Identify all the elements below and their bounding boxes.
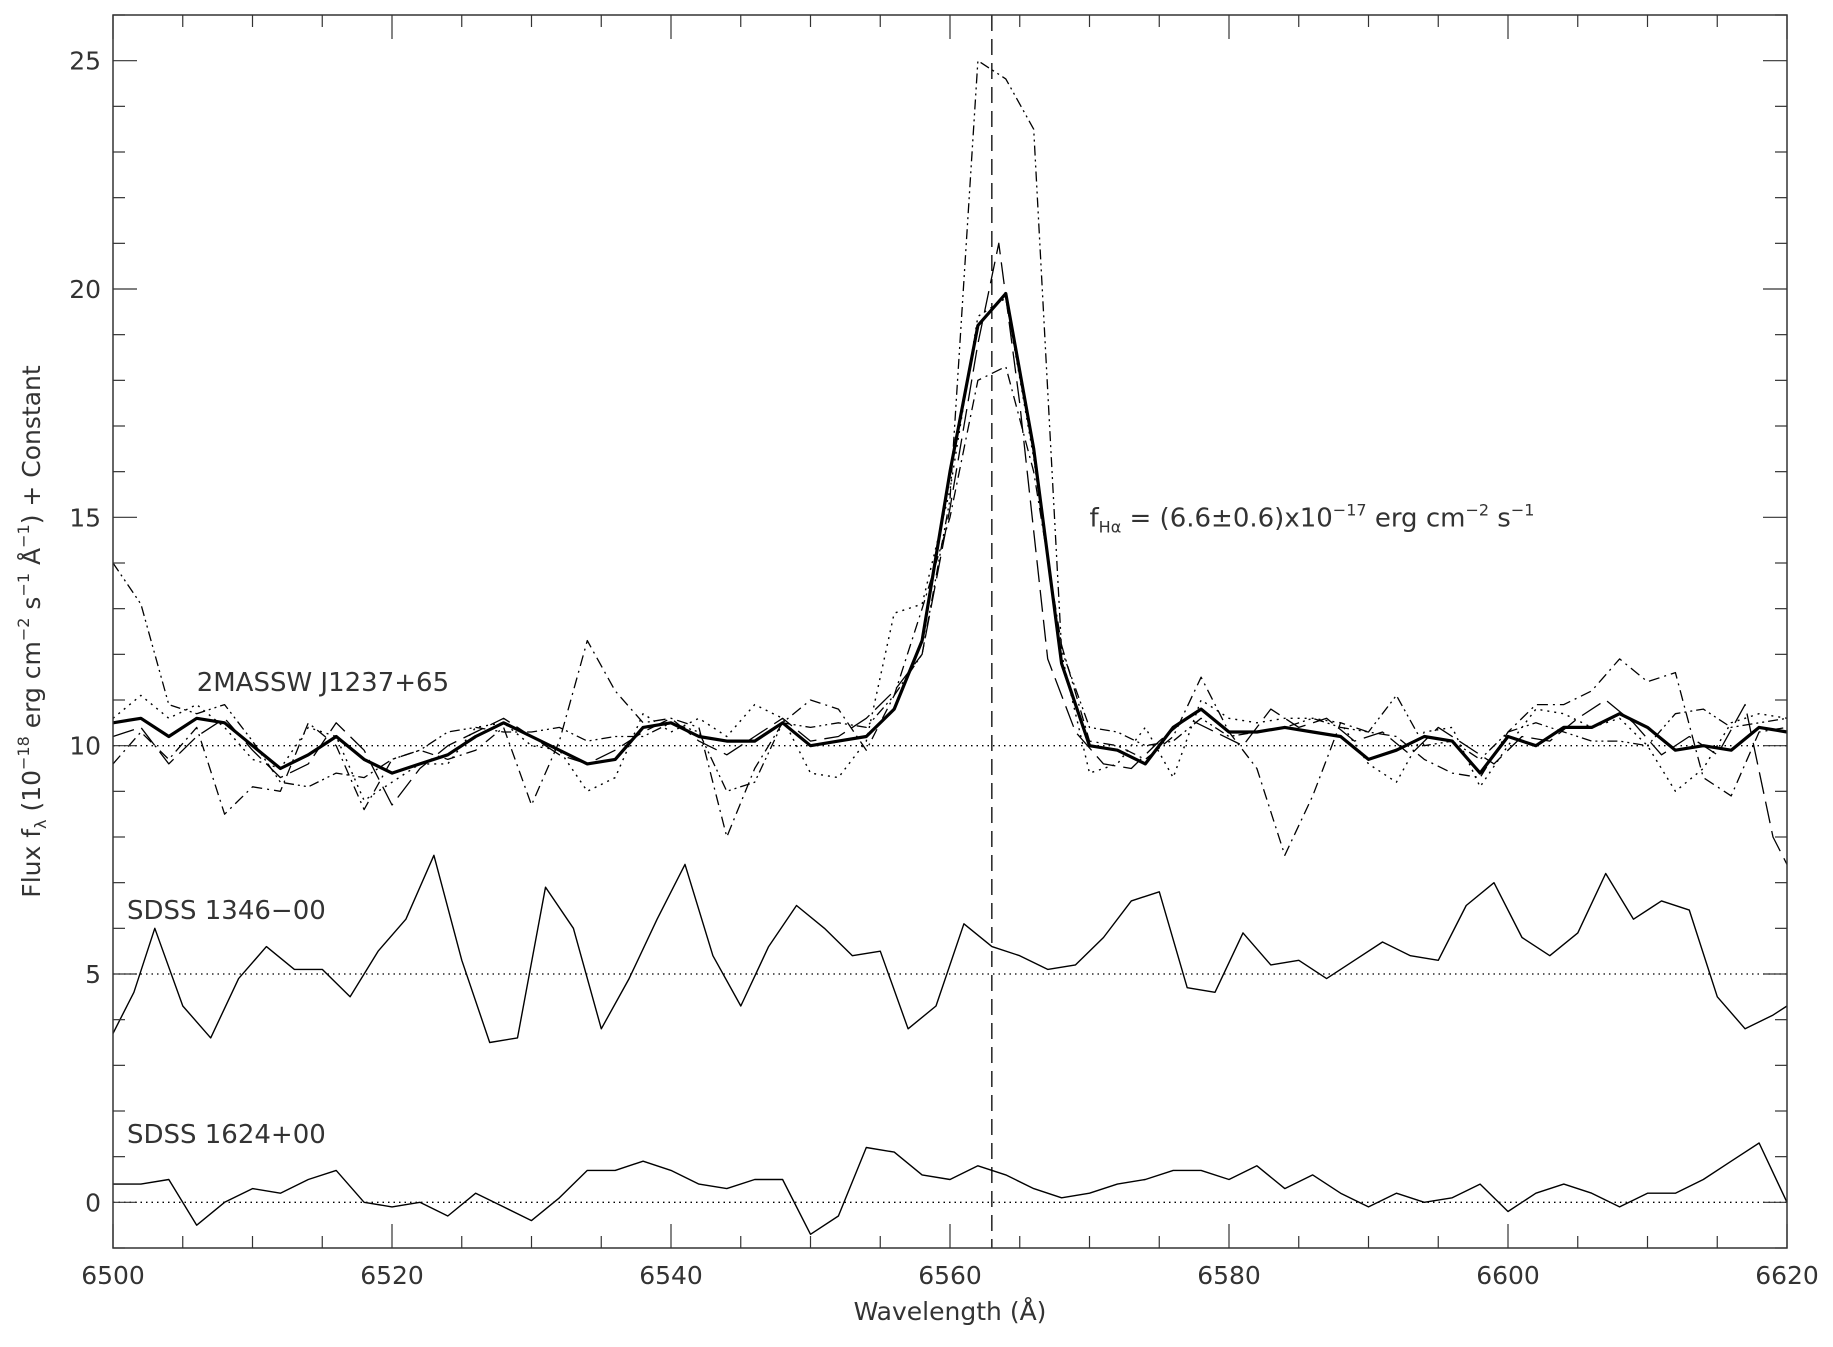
- x-tick-label: 6620: [1755, 1261, 1819, 1290]
- x-tick-label: 6580: [1197, 1261, 1261, 1290]
- series-4-dash-dot-dot: [112, 60, 1788, 792]
- series-1-long-dash: [112, 242, 1788, 865]
- y-tick-label: 10: [69, 732, 101, 761]
- star-label-2massw: 2MASSW J1237+65: [197, 668, 449, 698]
- x-axis-label: Wavelength (Å): [854, 1297, 1047, 1326]
- x-tick-label: 6600: [1476, 1261, 1540, 1290]
- x-tick-label: 6520: [360, 1261, 424, 1290]
- y-tick-label: 0: [85, 1188, 101, 1217]
- y-tick-label: 20: [69, 275, 101, 304]
- ylabel-exp2: −2: [14, 618, 33, 642]
- plot-frame: [112, 14, 1788, 1249]
- ylabel-mid3: Å: [17, 548, 46, 573]
- ylabel-open: (10: [17, 770, 46, 820]
- x-tick-label: 6540: [639, 1261, 703, 1290]
- tick-label-group: 6500 6520 6540 6560 6580 6600 6620 0 5 10 15 20 25: [69, 47, 1819, 1290]
- ylabel-exp1: −18: [14, 736, 33, 770]
- annot-exp1: −17: [1333, 500, 1367, 519]
- series-3-dotted: [112, 297, 1788, 802]
- ylabel-sub: λ: [31, 820, 50, 829]
- y-axis-label: Flux fλ (10−18 erg cm−2 s−1 Å−1) + Const…: [14, 365, 50, 898]
- annot-mid: erg cm: [1367, 503, 1466, 533]
- ylabel-exp4: −1: [14, 524, 33, 548]
- baseline-group: [113, 745, 1787, 1203]
- annot-rest: = (6.6±0.6)x10: [1121, 503, 1333, 533]
- star-label-sdss-1624: SDSS 1624+00: [127, 1120, 326, 1150]
- series-2-dash-dot: [112, 365, 1788, 856]
- series-5-thin-solid: [112, 854, 1788, 1044]
- x-tick-label: 6500: [81, 1261, 145, 1290]
- annot-mid2: s: [1489, 503, 1511, 533]
- ylabel-mid1: erg cm: [17, 641, 46, 736]
- ylabel-exp3: −1: [14, 573, 33, 597]
- annot-sub: Hα: [1099, 517, 1122, 536]
- ylabel-flux: Flux f: [17, 828, 46, 898]
- annot-exp3: −1: [1511, 500, 1535, 519]
- y-tick-label: 15: [69, 503, 101, 532]
- y-tick-label: 5: [85, 960, 101, 989]
- y-tick-label: 25: [69, 47, 101, 76]
- annot-f: f: [1090, 503, 1100, 533]
- star-label-sdss-1346: SDSS 1346−00: [127, 896, 326, 926]
- tick-group: [112, 14, 1788, 1249]
- x-tick-label: 6560: [918, 1261, 982, 1290]
- series-0-thick-solid: [112, 292, 1788, 775]
- annot-exp2: −2: [1465, 500, 1489, 519]
- halpha-flux-annotation: fHα = (6.6±0.6)x10−17 erg cm−2 s−1: [1090, 500, 1535, 536]
- series-6-thin-solid: [113, 1142, 1788, 1236]
- ylabel-mid2: s: [17, 597, 46, 618]
- series-group: [112, 60, 1788, 1236]
- ylabel-tail: ) + Constant: [17, 365, 46, 524]
